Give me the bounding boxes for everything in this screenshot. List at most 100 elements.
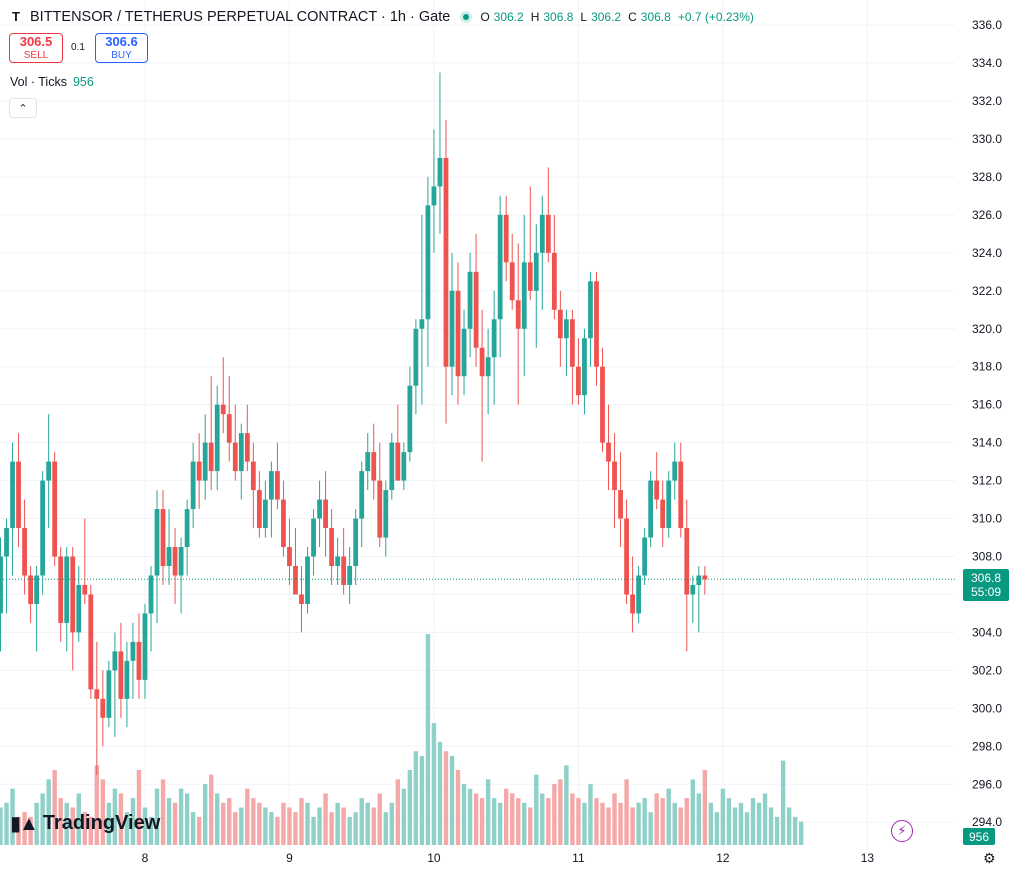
candle: [533, 224, 539, 348]
candle-body: [515, 300, 521, 329]
candle-body: [612, 461, 617, 491]
candle-body: [479, 347, 485, 377]
price-tick-label: 314.0: [972, 436, 1002, 450]
symbol-title[interactable]: BITTENSOR / TETHERUS PERPETUAL CONTRACT …: [30, 9, 451, 25]
sell-button[interactable]: 306.5 SELL: [9, 33, 63, 63]
candle: [311, 509, 316, 576]
candle-body: [557, 309, 563, 339]
volume-bar: [130, 798, 136, 845]
volume-bar: [215, 793, 220, 845]
candle-body: [130, 641, 136, 661]
price-tick-label: 330.0: [972, 132, 1002, 146]
candle: [347, 547, 353, 604]
candle-body: [467, 271, 473, 329]
buy-button[interactable]: 306.6 BUY: [95, 33, 148, 63]
candle: [479, 309, 485, 462]
candle: [702, 566, 708, 595]
volume-bar: [365, 802, 370, 845]
volume-bar: [690, 779, 695, 845]
candle: [612, 433, 617, 529]
candle: [594, 271, 599, 386]
volume-bar: [485, 779, 491, 845]
volume-bar: [209, 774, 214, 845]
volume-bar: [786, 807, 792, 845]
price-axis[interactable]: 336.0 334.0 332.0 330.0 328.0 326.0 324.0 322.0…: [972, 18, 1002, 829]
volume-bar: [178, 788, 184, 845]
candle-body: [202, 442, 208, 481]
volume-bar: [293, 812, 298, 845]
candle-body: [371, 452, 377, 481]
candle-body: [184, 509, 190, 548]
symbol-logo-icon: T: [12, 9, 20, 24]
candle-body: [401, 452, 407, 481]
collapse-legend-button[interactable]: ⌃: [9, 98, 37, 118]
volume-bar: [798, 821, 804, 845]
candle: [395, 404, 401, 481]
candle: [172, 528, 178, 604]
volume-bar: [154, 788, 160, 845]
candle: [299, 566, 304, 633]
price-tick-label: 298.0: [972, 739, 1002, 753]
market-status-icon[interactable]: [460, 11, 473, 23]
candle: [672, 442, 678, 500]
candle: [184, 499, 190, 576]
volume-bar: [738, 802, 744, 845]
volume-bar: [245, 788, 250, 845]
candle-body: [226, 414, 232, 443]
candle-body: [244, 433, 250, 462]
price-tag-price: 306.8: [971, 571, 1001, 585]
ohlc-high-key: H: [530, 10, 540, 24]
price-tick-label: 334.0: [972, 56, 1002, 70]
gear-icon[interactable]: ⚙: [983, 850, 996, 866]
volume-bar: [94, 765, 100, 845]
candle: [539, 195, 545, 310]
volume-bar: [528, 807, 533, 845]
candle-body: [383, 490, 389, 538]
volume-bar: [540, 793, 545, 845]
volume-bar: [780, 760, 786, 845]
candle: [82, 518, 88, 604]
candle-body: [232, 442, 238, 472]
volume-bar: [401, 788, 407, 845]
candle-body: [28, 575, 33, 604]
lightning-icon[interactable]: ⚡: [891, 820, 913, 842]
volume-bar: [100, 779, 106, 845]
candle: [413, 319, 419, 415]
candle: [606, 404, 611, 491]
candle: [473, 233, 479, 367]
volume-bar: [148, 816, 154, 845]
volume-bar: [227, 798, 232, 845]
candle-body: [503, 214, 509, 263]
tradingview-mark-icon: ▮▲: [10, 813, 39, 835]
volume-bar: [166, 798, 172, 845]
candle: [52, 452, 58, 566]
time-axis[interactable]: 8 9 10 11 12 13: [142, 851, 875, 865]
candle: [690, 575, 696, 623]
candle: [551, 214, 557, 320]
candle-body: [359, 471, 365, 519]
price-tick-label: 308.0: [972, 550, 1002, 564]
volume-bar: [636, 802, 641, 845]
candle: [527, 186, 533, 301]
volume-bar: [552, 784, 557, 845]
candle-body: [449, 290, 455, 367]
candle-body: [419, 319, 425, 329]
price-tick-label: 318.0: [972, 360, 1002, 374]
candle: [190, 442, 196, 529]
candle-body: [509, 262, 515, 301]
candle: [588, 271, 593, 367]
candle-body: [473, 271, 479, 348]
candle: [443, 119, 449, 424]
candle-body: [88, 594, 94, 690]
candle: [34, 566, 40, 652]
volume-bar: [28, 816, 33, 845]
volume-bar: [479, 798, 485, 845]
candle-body: [305, 556, 310, 604]
candle: [654, 452, 660, 510]
volume-bar: [419, 755, 425, 845]
volume-legend[interactable]: Vol · Ticks 956: [10, 75, 94, 89]
candle-body: [112, 651, 118, 671]
candle-body: [425, 205, 431, 320]
candle-body: [178, 547, 184, 576]
